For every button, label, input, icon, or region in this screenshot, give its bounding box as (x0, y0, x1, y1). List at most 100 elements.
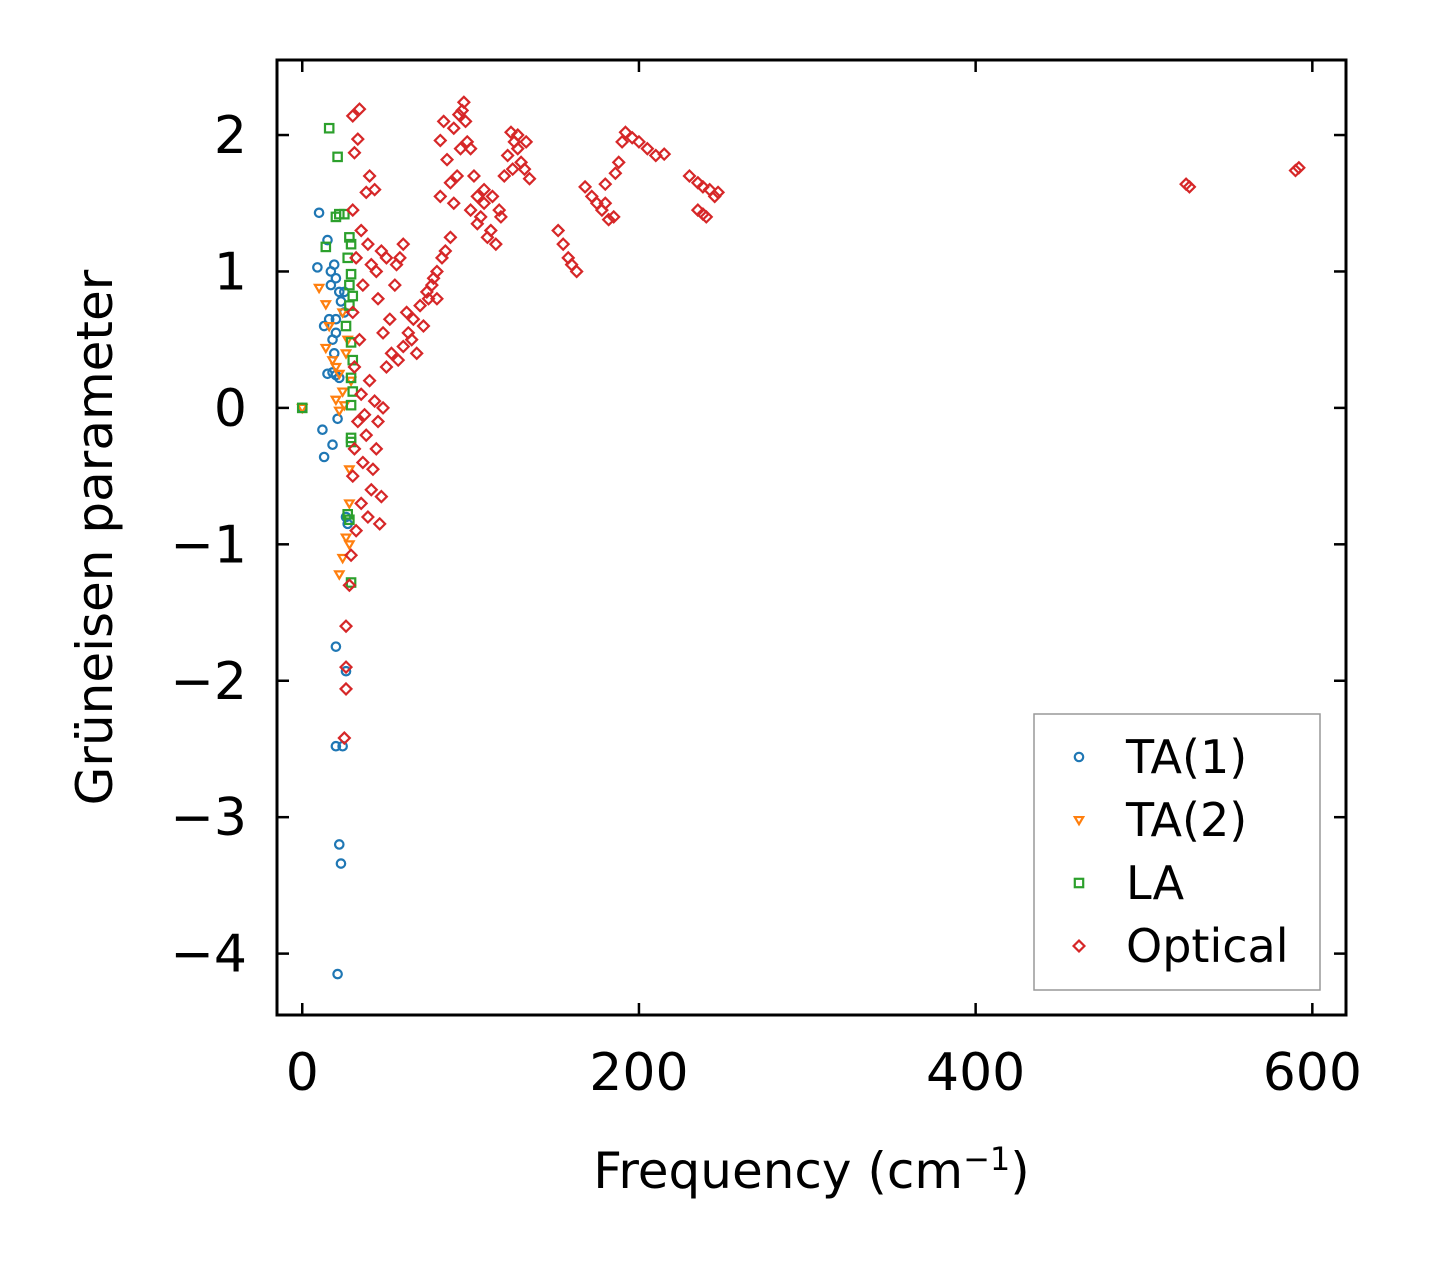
data-point (409, 346, 424, 361)
data-point (458, 114, 473, 129)
data-point (355, 455, 370, 470)
data-point (339, 681, 354, 696)
data-point (327, 439, 338, 451)
series-la (296, 122, 359, 588)
data-point (339, 533, 353, 544)
data-point (325, 266, 337, 277)
data-point (345, 305, 360, 320)
data-point (345, 268, 357, 280)
data-point (657, 147, 672, 162)
data-point (450, 168, 465, 183)
data-point (347, 441, 362, 456)
data-point (424, 278, 439, 293)
data-point (1182, 179, 1197, 194)
data-point (436, 114, 451, 129)
data-point (357, 407, 372, 422)
data-point (350, 414, 365, 429)
data-point (319, 343, 332, 355)
data-point (336, 387, 349, 398)
data-point (477, 196, 492, 211)
legend-label: TA(1) (1125, 730, 1247, 784)
x-axis-label: Frequency (cm−1) (593, 1140, 1030, 1200)
data-point (296, 402, 308, 414)
data-point (466, 168, 481, 183)
data-point (332, 968, 343, 980)
data-point (344, 514, 355, 526)
data-point (396, 237, 411, 252)
data-point (510, 141, 525, 156)
data-point (336, 308, 349, 319)
data-point (330, 641, 342, 652)
axis-ticks (277, 60, 1346, 1015)
x-axis-label-end: ) (1010, 1142, 1030, 1200)
data-point (318, 451, 330, 463)
data-point (345, 238, 357, 250)
x-axis-label-superscript: −1 (963, 1140, 1010, 1178)
data-point (342, 578, 357, 593)
data-point (497, 168, 512, 183)
data-point (355, 278, 370, 293)
data-point (319, 300, 332, 311)
data-point (416, 319, 431, 334)
data-point (360, 237, 375, 252)
y-axis-label: Grüneisen parameter (66, 269, 124, 805)
data-point (333, 286, 345, 298)
data-point (359, 428, 374, 443)
data-point (352, 102, 367, 117)
data-point (354, 496, 369, 511)
data-point (463, 141, 478, 156)
data-point (335, 296, 347, 307)
y-tick-label: −4 (170, 925, 247, 985)
y-tick-label: −2 (170, 652, 247, 712)
data-point (384, 346, 399, 361)
data-point (387, 278, 402, 293)
data-point (296, 403, 309, 415)
data-point (433, 189, 448, 204)
data-point (413, 298, 428, 313)
data-point (396, 339, 411, 354)
data-point (325, 279, 337, 291)
series-ta-1 (296, 207, 354, 980)
data-point (682, 168, 697, 183)
data-point (401, 325, 416, 340)
data-point (344, 232, 355, 243)
data-point (598, 196, 613, 211)
data-point (339, 660, 354, 675)
legend-label: Optical (1126, 919, 1288, 973)
data-point (345, 399, 357, 411)
data-point (330, 313, 342, 325)
data-point (443, 230, 458, 245)
data-point (337, 731, 352, 746)
data-point (376, 400, 391, 415)
data-point (446, 196, 461, 211)
data-point (317, 424, 328, 436)
legend-item: LA (1073, 856, 1185, 910)
data-point (699, 209, 714, 224)
data-point (343, 499, 356, 510)
data-point (488, 237, 503, 252)
data-point (711, 185, 726, 200)
data-point (333, 570, 346, 581)
data-point (406, 312, 421, 327)
data-point (330, 327, 342, 339)
legend-item: Optical (1071, 919, 1288, 973)
data-point (359, 185, 374, 200)
data-point (352, 332, 367, 347)
data-point (322, 234, 333, 246)
data-point (446, 121, 461, 136)
data-point (341, 335, 354, 347)
data-point (329, 362, 343, 374)
data-point (611, 155, 626, 170)
legend-label: LA (1126, 856, 1185, 910)
data-point (330, 740, 342, 752)
data-point (335, 858, 347, 869)
data-point (369, 264, 384, 279)
data-point (349, 250, 364, 265)
data-point (615, 134, 630, 149)
data-point (336, 553, 349, 565)
data-point (342, 509, 354, 520)
data-point (440, 152, 455, 167)
data-point (500, 148, 515, 163)
data-point (578, 179, 593, 194)
